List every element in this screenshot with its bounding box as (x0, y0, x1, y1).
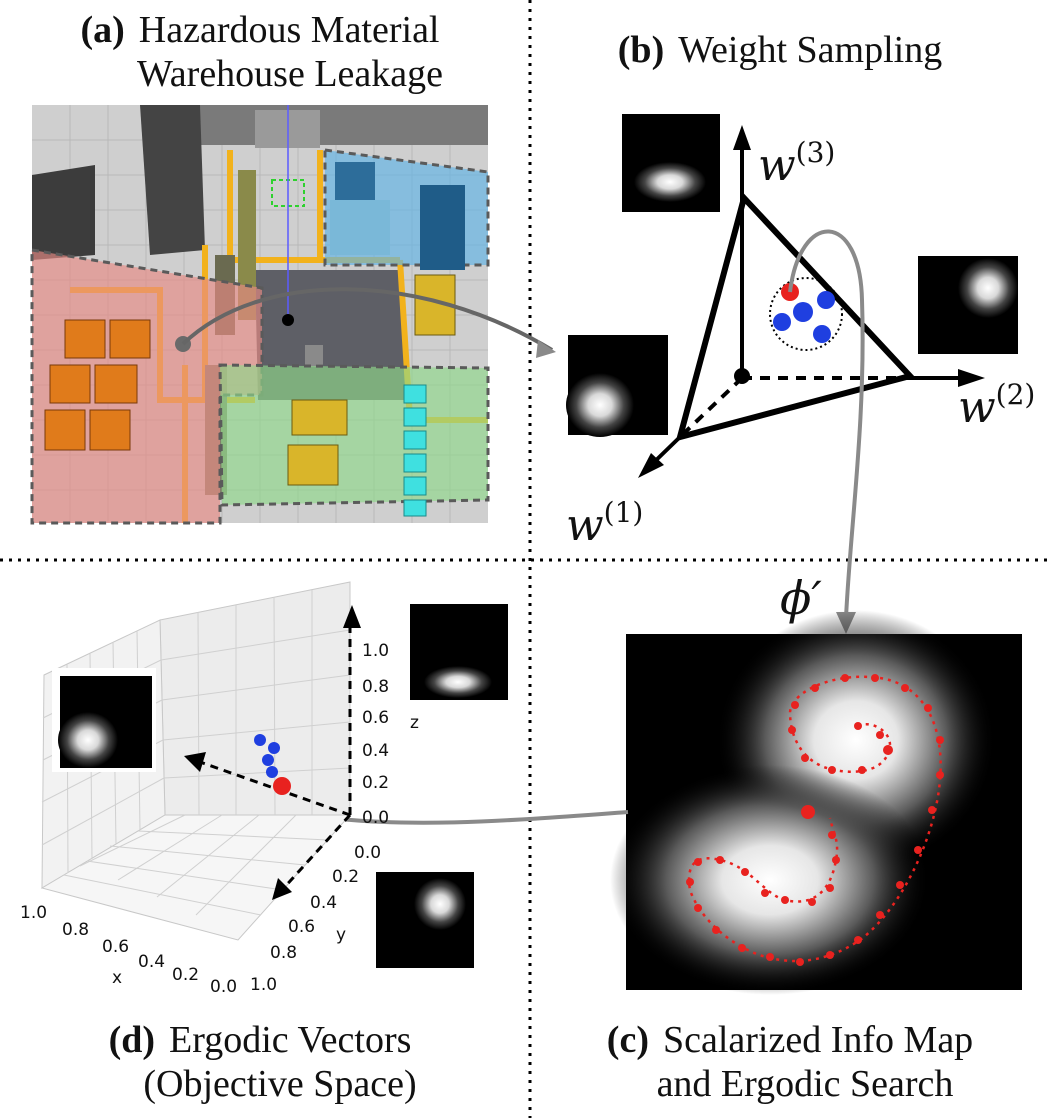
y-axis-dashed (280, 813, 352, 892)
w1-axis-dashed (678, 376, 744, 439)
w3-label: w(3) (758, 136, 835, 191)
z-tick-0: 0.0 (362, 808, 389, 828)
simplex-triangle (675, 191, 916, 442)
w2-label: w(2) (958, 378, 1035, 433)
weight-simplex: w(3) w(2) w(1) (566, 114, 1035, 551)
panel-c-title-line2: and Ergodic Search (656, 1063, 954, 1105)
panel-b-title: (b) Weight Sampling (560, 28, 1000, 72)
ergodic-vector-point (262, 754, 274, 766)
ergodic-vector-point (268, 742, 280, 754)
panel-a-letter: (a) (80, 9, 125, 51)
y-tick-2: 0.4 (310, 893, 337, 913)
z-axis-label: z (410, 713, 419, 733)
y-axis-label: y (336, 925, 346, 945)
z-tick-5: 1.0 (362, 641, 389, 661)
y-tick-5: 1.0 (250, 975, 277, 995)
objective-space-plot: 0.0 0.2 0.4 0.6 0.8 1.0 z 0.0 0.2 0.4 0.… (20, 581, 508, 997)
y-tick-1: 0.2 (332, 867, 359, 887)
w1-label: w(1) (566, 496, 643, 551)
panel-d-letter: (d) (108, 1019, 156, 1061)
y-tick-0: 0.0 (354, 843, 381, 863)
panel-a-title-line2: Warehouse Leakage (136, 53, 444, 95)
selected-ergodic-vector-point (273, 777, 291, 795)
panel-d-title-line2: (Objective Space) (143, 1063, 417, 1105)
x-tick-5: 0.0 (210, 977, 237, 997)
panel-c-title-line1: Scalarized Info Map (662, 1019, 974, 1061)
y-tick-3: 0.6 (288, 917, 315, 937)
origin-point (734, 368, 750, 384)
warehouse-render (30, 105, 490, 525)
panel-b-title-text: Weight Sampling (678, 29, 943, 71)
panel-d-title: (d) Ergodic Vectors (Objective Space) (20, 1018, 500, 1106)
x-axis-dashed (199, 760, 351, 817)
z-tick-1: 0.2 (362, 773, 389, 793)
x-tick-4: 0.2 (172, 965, 199, 985)
ergodic-vector-point (254, 734, 266, 746)
panel-b-letter: (b) (617, 29, 665, 71)
ergodic-vector-point (266, 766, 278, 778)
panel-c-title: (c) Scalarized Info Map and Ergodic Searc… (560, 1018, 1020, 1106)
z-tick-3: 0.6 (362, 708, 389, 728)
x-axis-label: x (112, 968, 122, 988)
ergodic-trajectory (687, 675, 942, 963)
panel-a-title: (a) Hazardous Material Warehouse Leakage (30, 8, 490, 96)
panel-a-title-line1: Hazardous Material (138, 9, 440, 51)
objective-thumbnail-x (52, 668, 156, 772)
x-tick-3: 0.4 (138, 952, 165, 972)
x-tick-1: 0.8 (62, 920, 89, 940)
panel-c-letter: (c) (606, 1019, 649, 1061)
objective-thumbnail-w3 (622, 114, 720, 212)
weight-sample-point (813, 325, 831, 343)
x-tick-0: 1.0 (20, 903, 47, 923)
objective-thumbnail-z (410, 604, 508, 700)
trajectory-start-point (801, 805, 815, 819)
weight-sample-point (817, 291, 835, 309)
y-tick-4: 0.8 (270, 943, 297, 963)
objective-thumbnail-w1 (566, 335, 668, 437)
arrow-a-to-b (181, 287, 554, 352)
objective-thumbnail-w2 (918, 256, 1018, 354)
scalarized-info-map (610, 610, 1022, 995)
weight-sample-point (793, 302, 813, 322)
objective-thumbnail-y (376, 872, 474, 968)
arrow-a-to-b-head (536, 340, 556, 358)
panel-d-title-line1: Ergodic Vectors (169, 1019, 412, 1061)
sample-cluster-ring (769, 277, 843, 351)
x-tick-2: 0.6 (102, 937, 129, 957)
z-tick-2: 0.4 (362, 741, 389, 761)
arrow-c-to-d (309, 810, 629, 825)
arrow-b-to-c (788, 229, 865, 619)
weight-sample-point (773, 313, 791, 331)
z-tick-4: 0.8 (362, 677, 389, 697)
